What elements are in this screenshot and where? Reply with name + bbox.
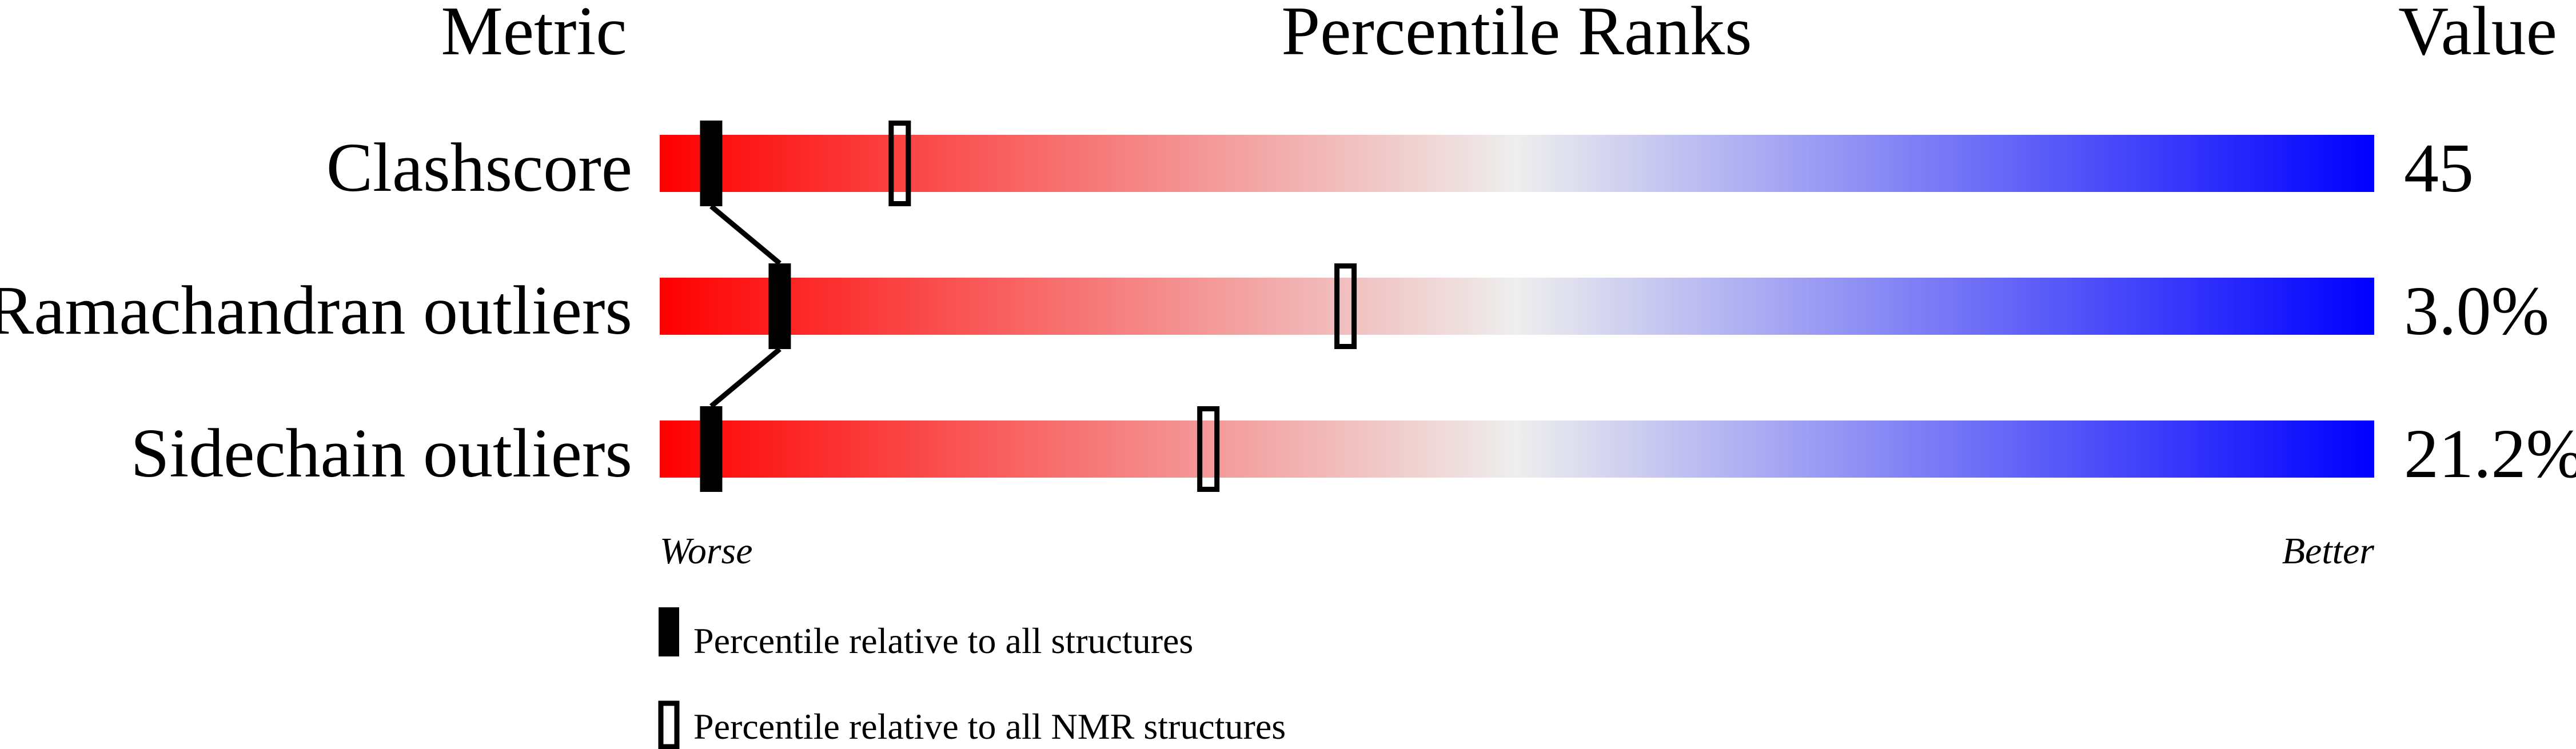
nmr-percentile-marker	[888, 121, 911, 206]
percentile-bar	[660, 420, 2374, 478]
legend-label-all: Percentile relative to all structures	[693, 620, 1193, 661]
metric-value: 21.2%	[2404, 415, 2576, 492]
header-percentile-ranks: Percentile Ranks	[1281, 0, 1752, 70]
all-percentile-marker	[700, 406, 723, 492]
header-value: Value	[2398, 0, 2557, 70]
percentile-bar	[660, 278, 2374, 335]
percentile-bar	[660, 135, 2374, 192]
nmr-percentile-marker	[1197, 406, 1220, 492]
metric-label: Clashscore	[326, 129, 632, 206]
all-percentile-marker	[768, 263, 791, 349]
all-percentile-marker	[700, 121, 723, 206]
nmr-percentile-marker	[1334, 263, 1357, 349]
axis-label-worse: Worse	[660, 530, 753, 572]
metric-label: Ramachandran outliers	[0, 272, 632, 349]
connector-line	[709, 204, 781, 266]
legend-filled-marker	[659, 607, 679, 656]
metric-value: 45	[2404, 130, 2474, 207]
metric-value: 3.0%	[2404, 273, 2549, 350]
legend-hollow-marker	[658, 700, 680, 749]
header-metric: Metric	[441, 0, 627, 70]
connector-line	[709, 347, 781, 408]
metric-label: Sidechain outliers	[130, 415, 632, 492]
legend-label-nmr: Percentile relative to all NMR structure…	[693, 706, 1286, 747]
axis-label-better: Better	[2282, 530, 2375, 572]
